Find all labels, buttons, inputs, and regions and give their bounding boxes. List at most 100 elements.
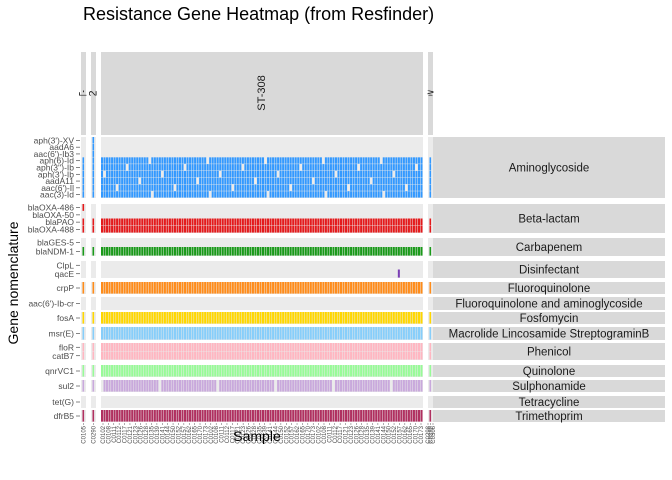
heatmap-tile: [392, 191, 395, 198]
heatmap-tile: [158, 184, 161, 191]
heatmap-tile: [191, 177, 194, 185]
heatmap-tile: [332, 177, 335, 185]
heatmap-tile: [229, 410, 232, 422]
heatmap-tile: [166, 184, 169, 191]
heatmap-tile: [121, 410, 124, 422]
heatmap-tile: [92, 191, 95, 198]
heatmap-tile: [108, 170, 111, 178]
heatmap-tile: [166, 343, 169, 352]
heatmap-tile: [402, 282, 405, 294]
heatmap-tile: [355, 343, 358, 352]
heatmap-tile: [171, 225, 174, 233]
facet-column-label: ST-2614: [87, 72, 99, 114]
x-tick-label: C0111: [220, 425, 226, 442]
heatmap-tile: [151, 177, 154, 185]
heatmap-tile: [324, 218, 327, 226]
heatmap-tile: [214, 177, 217, 185]
heatmap-tile: [415, 312, 418, 324]
heatmap-tile: [111, 177, 114, 185]
y-tick-label: aadA11: [45, 176, 74, 186]
heatmap-tile: [166, 225, 169, 233]
heatmap-tile: [327, 351, 330, 360]
heatmap-tile: [254, 247, 257, 256]
heatmap-tile: [350, 184, 353, 191]
heatmap-tile: [161, 282, 164, 294]
x-tick-label: C0139: [263, 425, 269, 443]
heatmap-tile: [108, 225, 111, 233]
heatmap-tile: [259, 170, 262, 178]
heatmap-tile: [138, 327, 141, 340]
heatmap-tile: [136, 343, 139, 352]
heatmap-tile: [173, 191, 176, 198]
heatmap-tile: [299, 365, 302, 377]
heatmap-tile: [211, 380, 214, 392]
heatmap-tile: [123, 157, 126, 164]
heatmap-tile: [304, 351, 307, 360]
heatmap-tile: [319, 351, 322, 360]
heatmap-tile: [294, 343, 297, 352]
heatmap-tile: [156, 410, 159, 422]
heatmap-tile: [146, 157, 149, 164]
heatmap-tile: [201, 282, 204, 294]
heatmap-tile: [126, 177, 129, 185]
heatmap-tile: [191, 164, 194, 171]
heatmap-tile: [234, 170, 237, 178]
heatmap-tile: [209, 247, 212, 256]
heatmap-tile: [138, 225, 141, 233]
heatmap-tile: [334, 184, 337, 191]
heatmap-tile: [415, 282, 418, 294]
heatmap-tile: [277, 247, 280, 256]
heatmap-tile: [92, 365, 95, 377]
heatmap-tile: [113, 327, 116, 340]
heatmap-tile: [347, 312, 350, 324]
facet-column-strip: [428, 52, 433, 135]
heatmap-tile: [151, 410, 154, 422]
heatmap-tile: [226, 410, 229, 422]
heatmap-tile: [156, 343, 159, 352]
heatmap-tile: [118, 312, 121, 324]
heatmap-tile: [189, 343, 192, 352]
heatmap-tile: [101, 410, 104, 422]
facet-row-label: Sulphonamide: [512, 381, 586, 393]
heatmap-tile: [324, 343, 327, 352]
heatmap-tile: [397, 164, 400, 171]
heatmap-tile: [284, 218, 287, 226]
heatmap-tile: [143, 312, 146, 324]
heatmap-tile: [92, 282, 95, 294]
heatmap-tile: [350, 312, 353, 324]
heatmap-tile: [108, 327, 111, 340]
heatmap-tile: [156, 380, 159, 392]
heatmap-tile: [219, 351, 222, 360]
heatmap-tile: [269, 157, 272, 164]
heatmap-tile: [385, 184, 388, 191]
heatmap-tile: [337, 164, 340, 171]
heatmap-tile: [251, 327, 254, 340]
heatmap-tile: [324, 312, 327, 324]
heatmap-tile: [392, 410, 395, 422]
y-tick-label: aadA6: [49, 142, 74, 152]
heatmap-tile: [206, 170, 209, 178]
heatmap-tile: [284, 351, 287, 360]
heatmap-tile: [168, 351, 171, 360]
heatmap-tile: [181, 327, 184, 340]
heatmap-tile: [279, 164, 282, 171]
heatmap-tile: [244, 410, 247, 422]
heatmap-tile: [387, 247, 390, 256]
heatmap-tile: [407, 351, 410, 360]
heatmap-tile: [352, 191, 355, 198]
heatmap-tile: [332, 170, 335, 178]
heatmap-tile: [249, 164, 252, 171]
heatmap-tile: [259, 282, 262, 294]
heatmap-tile: [262, 218, 265, 226]
heatmap-tile: [420, 327, 423, 340]
heatmap-tile: [204, 365, 207, 377]
heatmap-tile: [113, 170, 116, 178]
heatmap-tile: [352, 184, 355, 191]
heatmap-tile: [334, 225, 337, 233]
heatmap-tile: [138, 170, 141, 178]
heatmap-tile: [189, 157, 192, 164]
heatmap-tile: [415, 327, 418, 340]
heatmap-tile: [176, 218, 179, 226]
heatmap-tile: [405, 282, 408, 294]
heatmap-tile: [324, 225, 327, 233]
